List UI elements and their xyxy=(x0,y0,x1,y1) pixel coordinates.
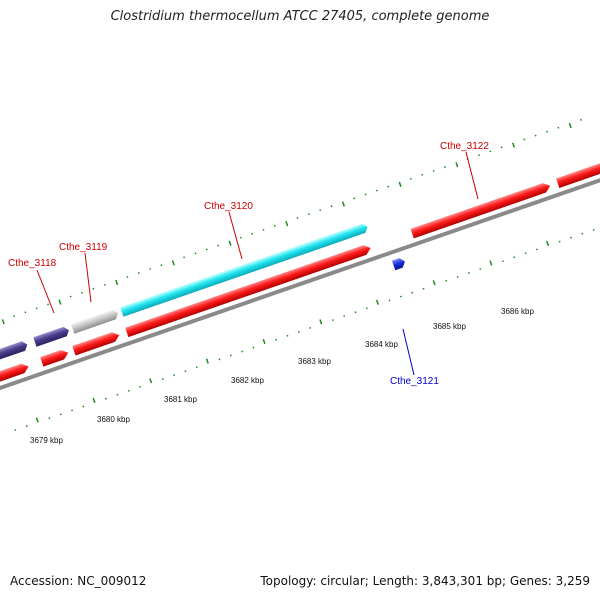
gene-track-inner xyxy=(0,156,600,393)
scale-label-3682: 3682 kbp xyxy=(231,376,264,385)
gene-label-cthe-3122: Cthe_3122 xyxy=(440,141,489,152)
label-connectors xyxy=(36,151,479,376)
gene-red-2 xyxy=(40,349,69,367)
genome-backbone xyxy=(0,173,600,400)
gene-label-cthe-3118: Cthe_3118 xyxy=(8,258,57,269)
scale-label-3679: 3679 kbp xyxy=(30,436,63,445)
gene-purple-1 xyxy=(0,341,28,373)
scale-label-3680: 3680 kbp xyxy=(97,415,130,424)
gene-gray xyxy=(71,309,119,334)
gc-dots-upper xyxy=(1,118,582,325)
gene-purple-2 xyxy=(33,326,69,347)
scale-label-3686: 3686 kbp xyxy=(501,307,534,316)
gene-track-outer xyxy=(0,223,368,373)
topology-text: Topology: circular; Length: 3,843,301 bp… xyxy=(260,574,590,588)
gene-red-1 xyxy=(0,363,29,393)
gc-dots-lower xyxy=(14,228,595,431)
scale-label-3684: 3684 kbp xyxy=(365,340,398,349)
gene-label-cthe-3121: Cthe_3121 xyxy=(390,376,439,387)
accession-text: Accession: NC_009012 xyxy=(10,574,147,588)
scale-label-3681: 3681 kbp xyxy=(164,395,197,404)
gene-cyan xyxy=(120,223,368,317)
gene-red-6 xyxy=(556,156,600,188)
gene-red-4 xyxy=(125,245,371,338)
scale-label-3685: 3685 kbp xyxy=(433,322,466,331)
gene-label-cthe-3119: Cthe_3119 xyxy=(59,242,108,253)
scale-label-3683: 3683 kbp xyxy=(298,357,331,366)
gene-red-5 xyxy=(410,183,551,239)
gene-red-3 xyxy=(72,332,120,356)
gene-blue xyxy=(391,258,405,271)
map-title: Clostridium thermocellum ATCC 27405, com… xyxy=(110,9,490,24)
gene-label-cthe-3120: Cthe_3120 xyxy=(204,201,253,212)
